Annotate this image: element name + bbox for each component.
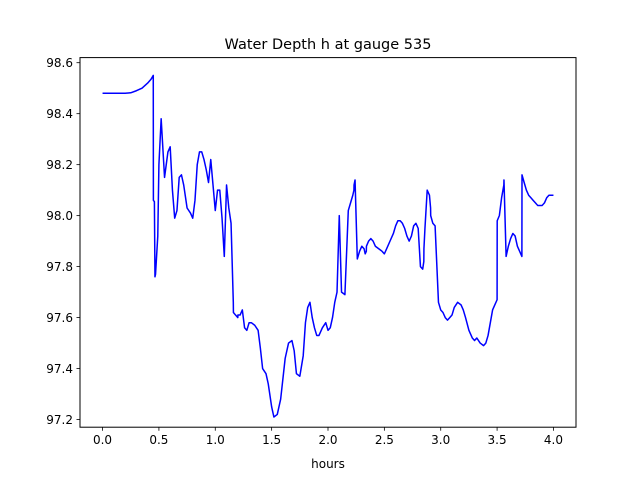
y-tick-label: 98.0 — [46, 209, 73, 223]
plot-area — [102, 74, 554, 418]
y-tick-label: 97.4 — [46, 362, 73, 376]
axes-frame — [79, 57, 577, 428]
x-tick-label: 2.0 — [318, 433, 337, 447]
chart-title: Water Depth h at gauge 535 — [225, 37, 432, 53]
x-tick-label: 2.5 — [375, 433, 394, 447]
x-tick-label: 3.0 — [431, 433, 450, 447]
y-axis-ticks: 97.2 97.4 97.6 97.8 98.0 98.2 98.4 98.6 — [46, 56, 80, 427]
y-tick-label: 97.8 — [46, 260, 73, 274]
x-tick-label: 0.0 — [93, 433, 112, 447]
x-axis-label: hours — [311, 457, 345, 471]
x-tick-label: 0.5 — [149, 433, 168, 447]
x-tick-label: 1.5 — [262, 433, 281, 447]
y-tick-label: 98.6 — [46, 56, 73, 70]
series-line-0 — [102, 74, 554, 418]
y-tick-label: 97.2 — [46, 413, 73, 427]
y-tick-label: 98.4 — [46, 107, 73, 121]
x-axis-ticks: 0.0 0.5 1.0 1.5 2.0 2.5 3.0 3.5 4.0 — [93, 427, 563, 447]
x-tick-label: 3.5 — [488, 433, 507, 447]
y-tick-label: 97.6 — [46, 311, 73, 325]
y-tick-label: 98.2 — [46, 158, 73, 172]
x-tick-label: 4.0 — [544, 433, 563, 447]
x-tick-label: 1.0 — [206, 433, 225, 447]
